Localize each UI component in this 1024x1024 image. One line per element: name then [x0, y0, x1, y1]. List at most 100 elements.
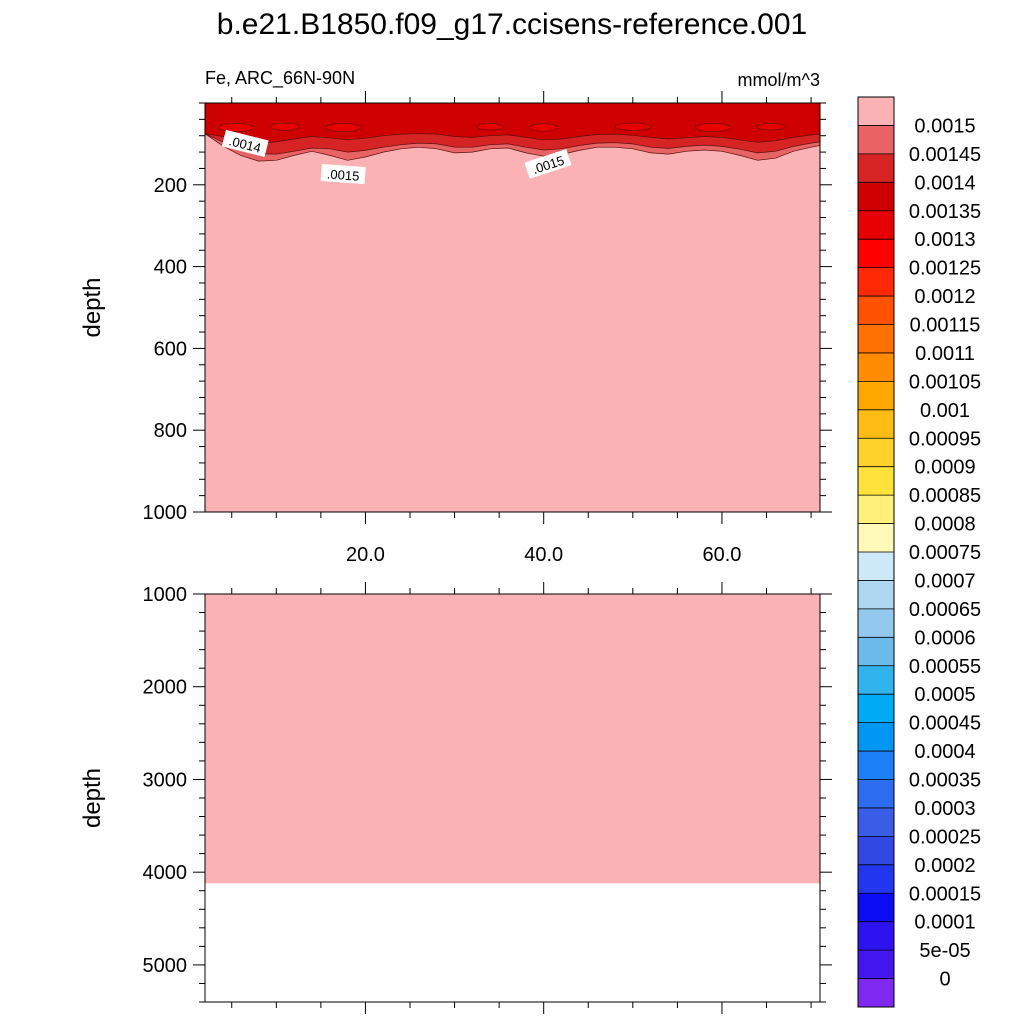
lower-background-fill [205, 594, 820, 884]
colorbar-label: 0.00065 [909, 599, 981, 621]
contour-label-text: .0015 [326, 166, 360, 183]
colorbar-label: 0.00085 [909, 485, 981, 507]
colorbar-label: 0.0012 [914, 286, 975, 308]
colorbar-swatch-19 [858, 637, 894, 667]
lower-field [205, 594, 820, 884]
colorbar-label: 0.0008 [914, 514, 975, 536]
colorbar-label: 0.00035 [909, 770, 981, 792]
colorbar-swatch-27 [858, 864, 894, 894]
upper-panel: .0014.0015.0015 200 400 600 800 1000 20.0 40.0 6… [79, 91, 832, 566]
lower-y-tick-label: 1000 [143, 584, 188, 606]
colorbar-swatch-17 [858, 580, 894, 610]
upper-contour-core-2 [325, 123, 362, 132]
colorbar-frame [857, 96, 895, 1008]
colorbar-swatch-29 [858, 921, 894, 951]
lower-y-axis-label: depth [79, 768, 106, 828]
upper-contour-core-6 [694, 123, 732, 132]
upper-x-tick-label: 60.0 [702, 544, 741, 566]
colorbar-swatch-7 [858, 296, 894, 325]
colorbar-label: 0.0013 [914, 229, 975, 251]
colorbar-swatch-21 [858, 694, 894, 724]
colorbar-label: 0.0003 [914, 798, 975, 820]
upper-field: .0014.0015.0015 [205, 103, 820, 512]
colorbar-swatch-20 [858, 665, 894, 695]
colorbar-swatch-30 [858, 950, 894, 980]
left-subtitle: Fe, ARC_66N-90N [205, 68, 355, 89]
colorbar-swatch-31 [858, 978, 894, 1008]
upper-frame [204, 102, 821, 513]
upper-contour-core-5 [614, 122, 651, 131]
colorbar-label: 0.0001 [914, 912, 975, 934]
colorbar-swatch-13 [858, 466, 894, 496]
colorbar-label: 0.00095 [909, 428, 981, 450]
upper-y-tick-label: 400 [154, 257, 187, 279]
upper-contour-core-7 [756, 123, 786, 131]
upper-contour-core-1 [270, 122, 300, 131]
upper-contour-band-0.0014 [205, 103, 820, 144]
colorbar-swatch-28 [858, 893, 894, 923]
lower-y-tick-label: 4000 [143, 862, 188, 884]
upper-y-tick-label: 1000 [143, 502, 188, 524]
upper-y-tick-label: 600 [154, 338, 187, 360]
colorbar-swatch-15 [858, 523, 894, 553]
contour-label-bg [320, 164, 366, 185]
colorbar-label: 0.00125 [909, 258, 981, 280]
colorbar: 0.0015 0.00145 0.0014 0.00135 0.0013 0.00125 0… [857, 96, 981, 1008]
colorbar-label: 0 [939, 969, 950, 991]
colorbar-swatch-11 [858, 409, 894, 439]
colorbar-swatch-4 [858, 210, 894, 240]
colorbar-label: 0.00075 [909, 542, 981, 564]
colorbar-label: 0.001 [920, 400, 970, 422]
colorbar-label: 0.00135 [909, 201, 981, 223]
colorbar-swatch-16 [858, 552, 894, 581]
upper-y-tick-label: 800 [154, 420, 187, 442]
colorbar-swatch-23 [858, 751, 894, 780]
lower-y-tick-label: 5000 [143, 955, 188, 977]
chart-title: b.e21.B1850.f09_g17.ccisens-reference.00… [217, 8, 807, 41]
colorbar-label: 0.0015 [914, 115, 975, 137]
colorbar-label: 0.00145 [909, 144, 981, 166]
upper-y-tick-label: 200 [154, 175, 187, 197]
colorbar-label: 0.0014 [914, 172, 975, 194]
colorbar-swatch-6 [858, 267, 894, 297]
colorbar-swatch-5 [858, 239, 894, 269]
colorbar-swatch-0 [858, 97, 894, 126]
upper-contour-core-0 [218, 123, 255, 132]
colorbar-swatch-26 [858, 836, 894, 866]
right-subtitle: mmol/m^3 [738, 70, 820, 90]
colorbar-swatch-3 [858, 182, 894, 212]
colorbar-swatch-18 [858, 608, 894, 638]
colorbar-label: 0.0007 [914, 570, 975, 592]
lower-y-tick-label: 3000 [143, 769, 188, 791]
colorbar-label: 0.00015 [909, 883, 981, 905]
colorbar-swatch-14 [858, 495, 894, 525]
colorbar-swatch-1 [858, 125, 894, 155]
upper-background-fill [205, 103, 820, 512]
colorbar-label: 0.00025 [909, 826, 981, 848]
upper-x-tick-label: 20.0 [346, 544, 385, 566]
upper-contour-core-3 [476, 123, 504, 131]
contour-label-bg [221, 129, 269, 157]
colorbar-label: 0.0009 [914, 457, 975, 479]
lower-y-tick-label: 2000 [143, 677, 188, 699]
colorbar-swatch-25 [858, 807, 894, 837]
upper-contour-label-1: .0015 [320, 164, 366, 185]
upper-contour-core-4 [529, 123, 559, 132]
colorbar-label: 5e-05 [919, 940, 970, 962]
colorbar-label: 0.0002 [914, 855, 975, 877]
colorbar-swatch-24 [858, 779, 894, 809]
colorbar-swatch-12 [858, 438, 894, 468]
colorbar-swatch-8 [858, 324, 894, 354]
colorbar-label: 0.0005 [914, 684, 975, 706]
colorbar-swatch-10 [858, 381, 894, 411]
colorbar-swatch-22 [858, 722, 894, 752]
lower-panel: 1000 2000 3000 4000 5000 depth [79, 582, 832, 1014]
colorbar-label: 0.0011 [915, 343, 975, 365]
colorbar-label: 0.00055 [909, 656, 981, 678]
colorbar-label: 0.0004 [914, 741, 975, 763]
upper-y-axis-label: depth [79, 277, 106, 337]
colorbar-label: 0.00115 [910, 315, 981, 337]
colorbar-label: 0.0006 [914, 627, 975, 649]
colorbar-label: 0.00105 [909, 371, 981, 393]
